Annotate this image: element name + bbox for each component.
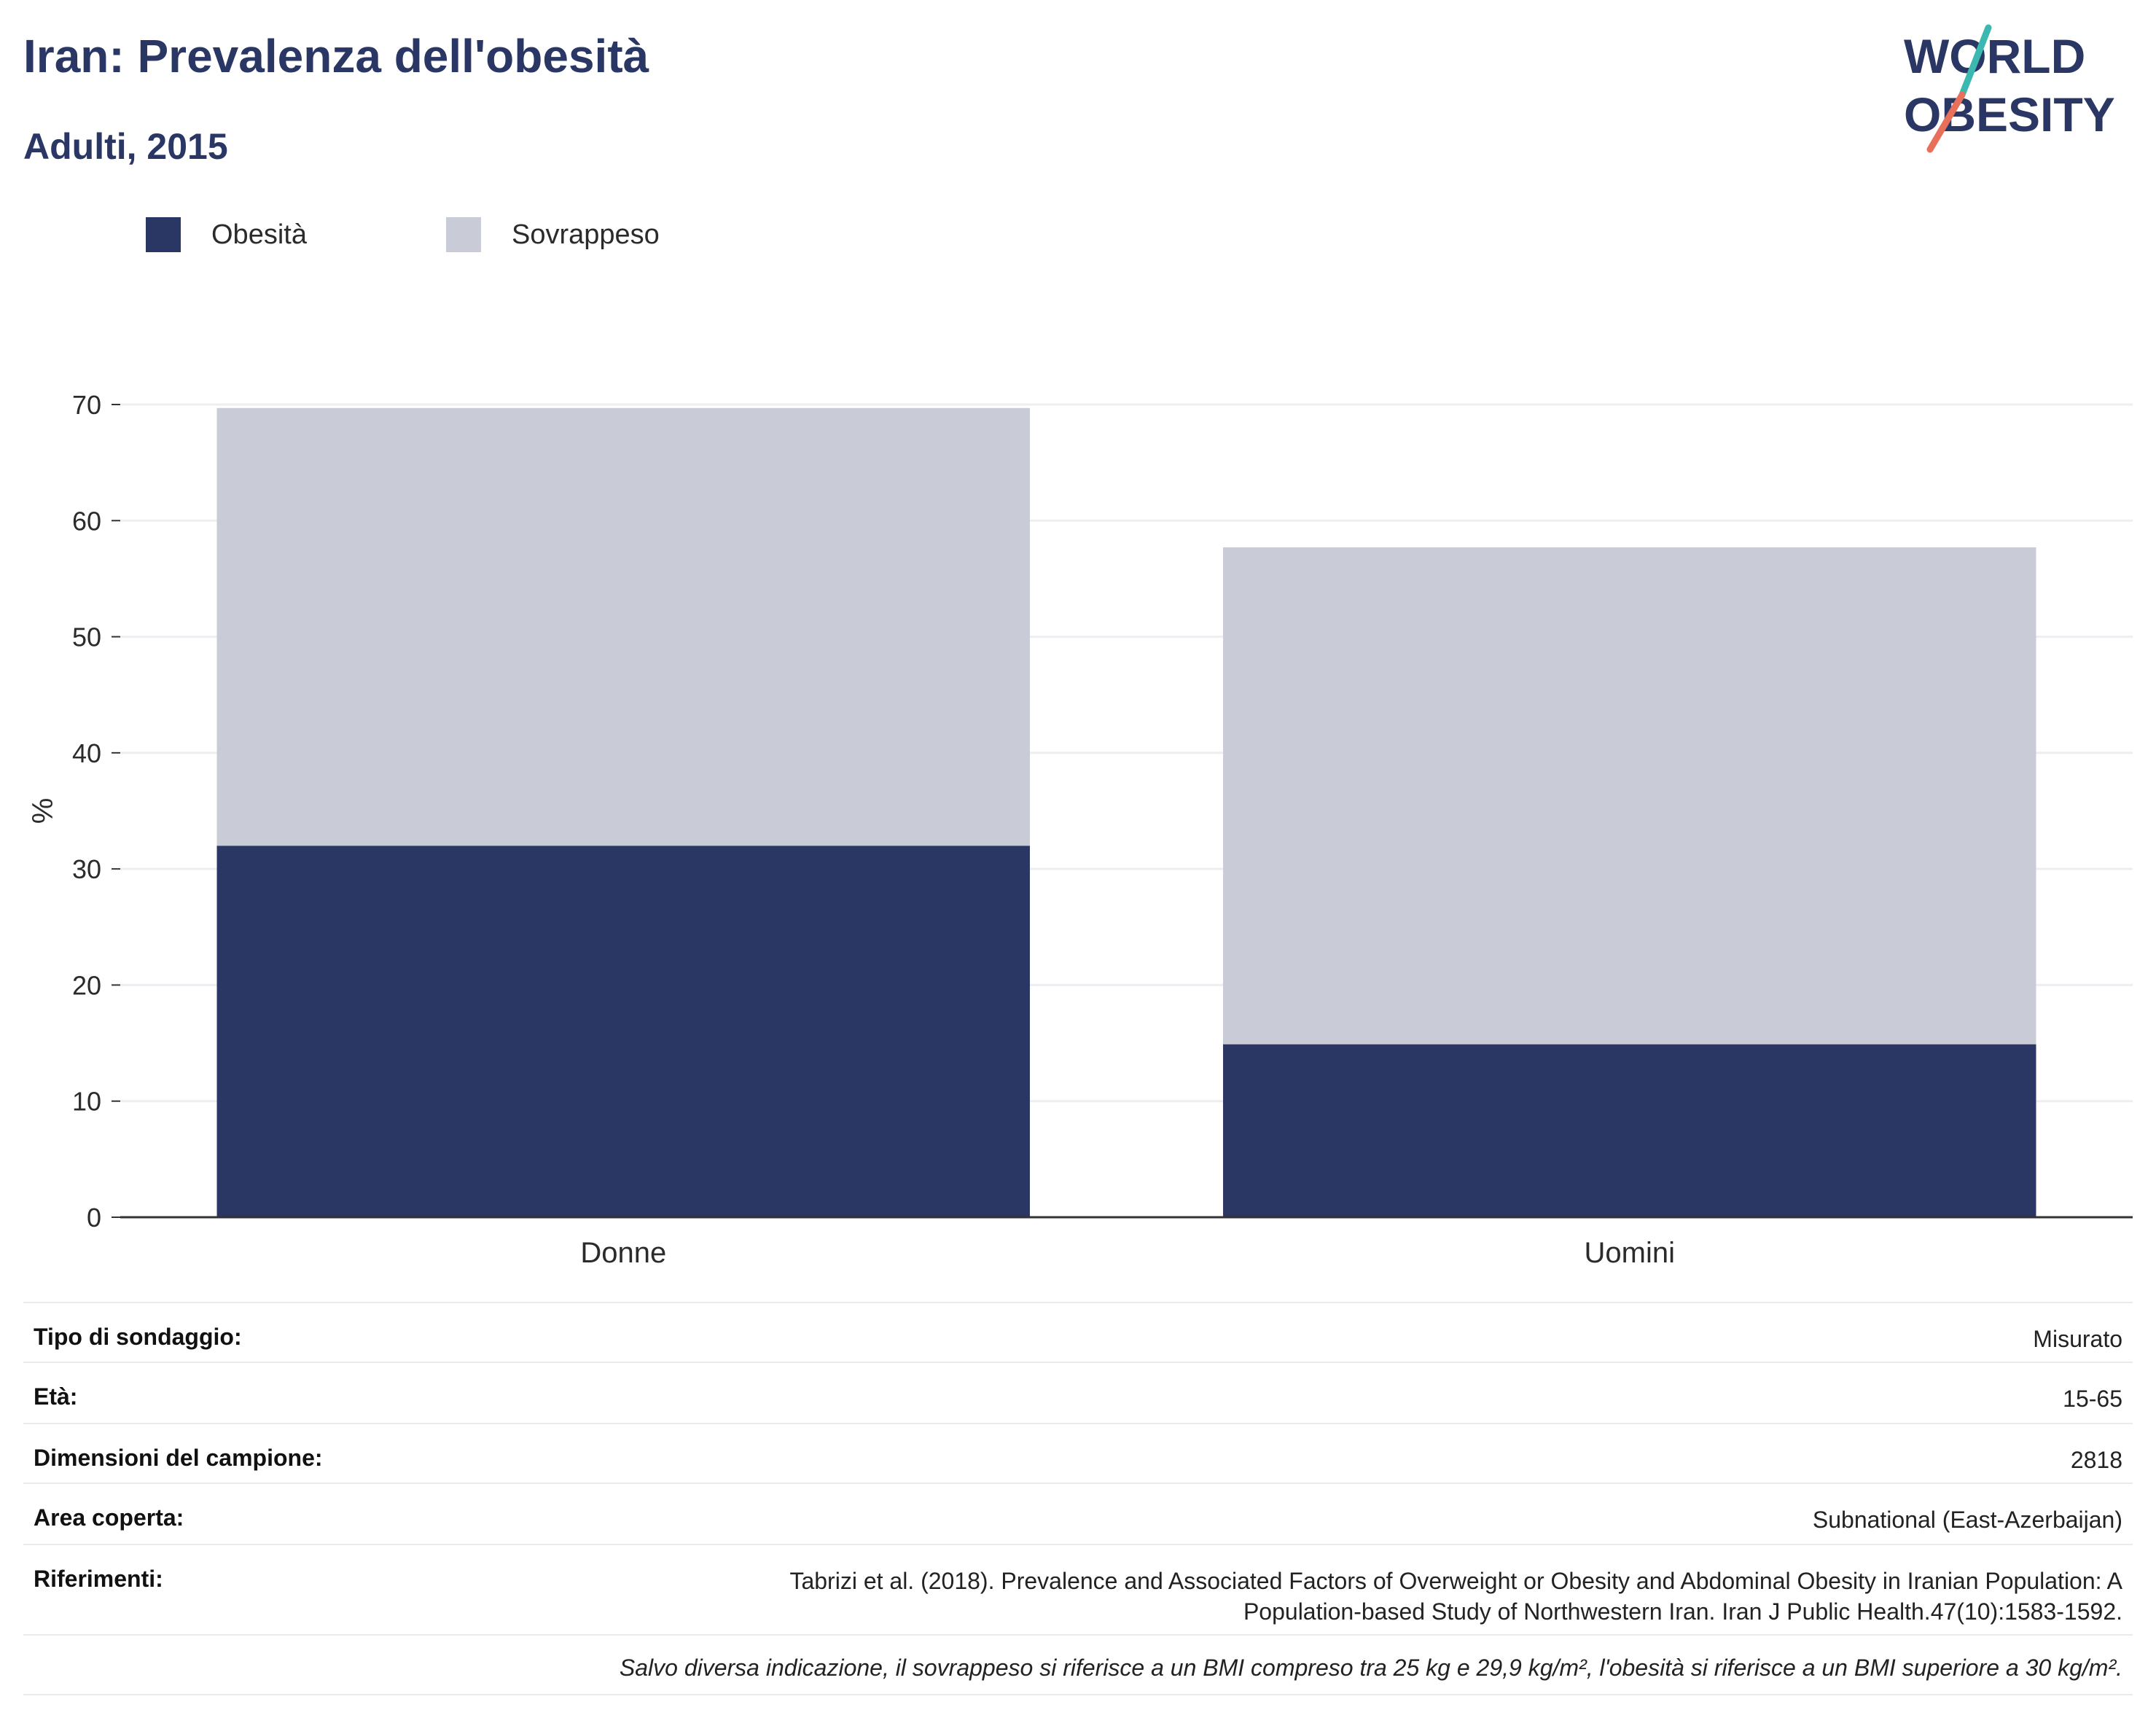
info-value-references: Tabrizi et al. (2018). Prevalence and As… xyxy=(789,1566,2122,1627)
info-row-area: Area coperta: Subnational (East-Azerbaij… xyxy=(23,1484,2133,1545)
y-tick-label: 10 xyxy=(72,1087,101,1117)
info-label: Dimensioni del campione: xyxy=(34,1445,323,1471)
info-row-references: Riferimenti: Tabrizi et al. (2018). Prev… xyxy=(23,1545,2133,1636)
y-tick-label: 50 xyxy=(72,622,101,652)
x-tick-label: Donne xyxy=(580,1237,666,1269)
y-tick-label: 70 xyxy=(72,390,101,420)
info-row-age: Età: 15-65 xyxy=(23,1363,2133,1424)
info-label: Area coperta: xyxy=(34,1504,184,1531)
bar-obesity xyxy=(1223,1044,2036,1217)
page-title: Iran: Prevalenza dell'obesità xyxy=(23,30,649,82)
y-axis-title: % xyxy=(27,798,59,824)
legend-swatch-obesity xyxy=(146,217,181,252)
legend-label-obesity: Obesità xyxy=(211,219,307,250)
legend-item-overweight[interactable]: Sovrappeso xyxy=(446,217,660,252)
info-value: 2818 xyxy=(2070,1447,2122,1473)
info-row-survey-type: Tipo di sondaggio: Misurato xyxy=(23,1303,2133,1363)
info-value: Subnational (East-Azerbaijan) xyxy=(1812,1507,2122,1533)
bar-overweight xyxy=(216,407,1030,846)
info-label: Età: xyxy=(34,1383,78,1410)
info-row-sample-size: Dimensioni del campione: 2818 xyxy=(23,1424,2133,1484)
y-tick-label: 40 xyxy=(72,738,101,768)
y-tick-label: 20 xyxy=(72,970,101,1000)
page-subtitle: Adulti, 2015 xyxy=(23,126,228,167)
definition-note: Salvo diversa indicazione, il sovrappeso… xyxy=(23,1636,2133,1695)
info-value: 15-65 xyxy=(2063,1386,2122,1412)
y-tick-label: 0 xyxy=(87,1203,101,1233)
y-tick-label: 30 xyxy=(72,854,101,884)
reference-line-1: Tabrizi et al. (2018). Prevalence and As… xyxy=(789,1568,2122,1594)
bar-chart: 0 10 20 30 40 50 60 70% Donne Uomini xyxy=(27,390,2133,1269)
logo-line-1: WORLD xyxy=(1904,29,2085,83)
reference-line-2: Population-based Study of Northwestern I… xyxy=(1243,1598,2122,1625)
bar-overweight xyxy=(1223,547,2036,1044)
info-value: Misurato xyxy=(2033,1326,2122,1352)
legend-item-obesity[interactable]: Obesità xyxy=(146,217,307,252)
world-obesity-logo: WORLD OBESITY xyxy=(1904,24,2115,153)
bar-obesity xyxy=(216,845,1030,1217)
info-label: Tipo di sondaggio: xyxy=(34,1324,242,1350)
logo-slash-top xyxy=(1958,24,1992,98)
legend-swatch-overweight xyxy=(446,217,481,252)
x-tick-label: Uomini xyxy=(1585,1237,1675,1269)
logo-slash-bottom xyxy=(1926,91,1966,153)
survey-info-table: Tipo di sondaggio: Misurato Età: 15-65 D… xyxy=(23,1302,2133,1695)
y-tick-label: 60 xyxy=(72,506,101,536)
info-label: Riferimenti: xyxy=(34,1566,163,1592)
logo-line-2: OBESITY xyxy=(1904,87,2115,141)
legend-label-overweight: Sovrappeso xyxy=(512,219,660,250)
